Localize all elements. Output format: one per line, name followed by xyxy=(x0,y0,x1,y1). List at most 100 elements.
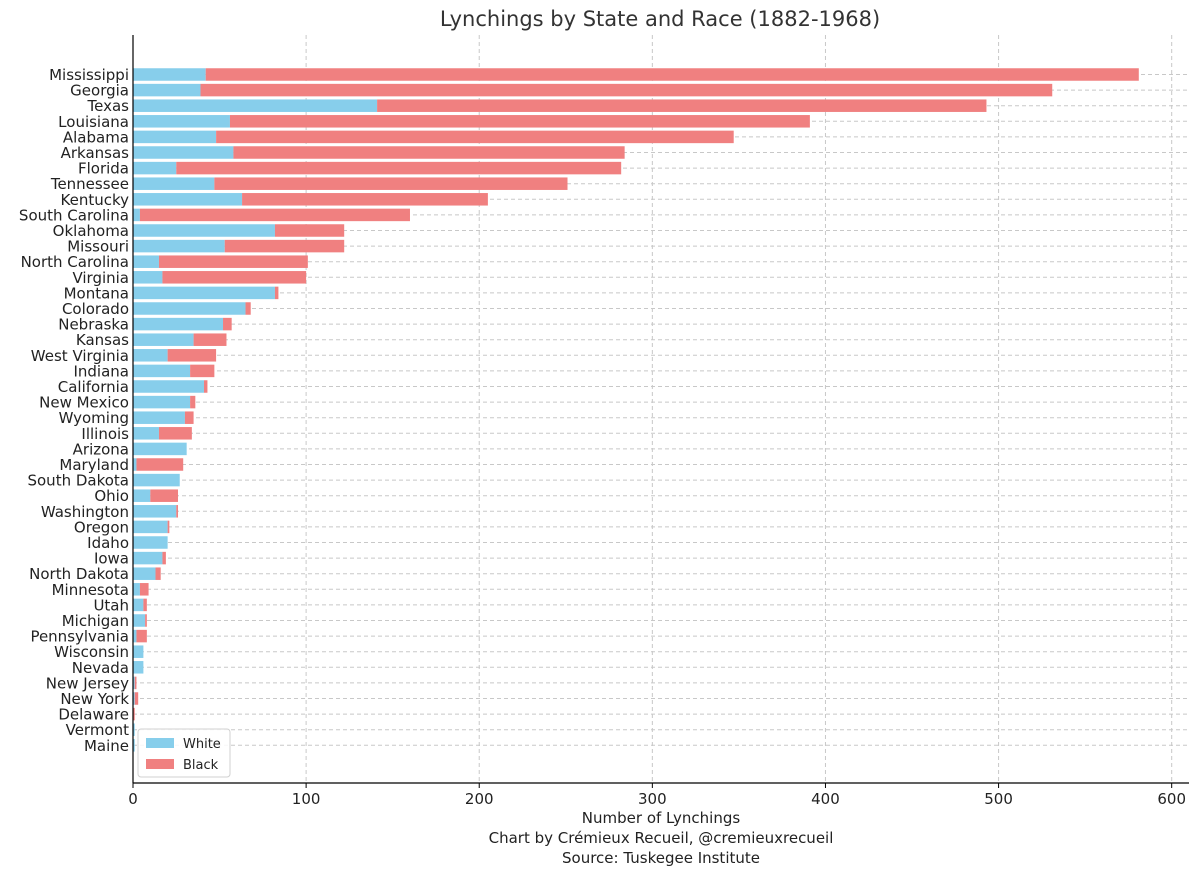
bar-black-ohio: Ohio – Black: 16 xyxy=(150,489,179,502)
bar-black-california: California – Black: 2 xyxy=(203,380,208,393)
category-label-new-mexico: New Mexico xyxy=(39,394,129,412)
bar-black-arkansas: Arkansas – Black: 226 xyxy=(233,146,625,159)
bar-white-south-carolina: South Carolina – White: 4 xyxy=(133,208,140,222)
bar-black-louisiana: Louisiana – Black: 335 xyxy=(229,115,810,128)
category-label-nebraska: Nebraska xyxy=(58,316,129,334)
category-label-new-york: New York xyxy=(60,690,129,708)
bar-black-illinois: Illinois – Black: 19 xyxy=(158,427,192,440)
bar-black-georgia: Georgia – Black: 492 xyxy=(200,83,1053,97)
bar-white-washington: Washington – White: 25 xyxy=(133,505,177,518)
bar-white-florida: Florida – White: 25 xyxy=(133,161,177,175)
bar-black-montana: Montana – Black: 2 xyxy=(274,286,279,300)
bar-white-vermont: Vermont – White: 1 xyxy=(133,723,135,736)
x-tick-label-600: 600 xyxy=(1157,790,1186,808)
bar-white-arkansas: Arkansas – White: 58 xyxy=(133,146,234,159)
bar-white-kansas: Kansas – White: 35 xyxy=(133,333,194,346)
bar-black-north-dakota: North Dakota – Black: 3 xyxy=(155,567,161,580)
bar-white-mississippi: Mississippi – White: 42 xyxy=(133,68,206,81)
bar-white-oregon: Oregon – White: 20 xyxy=(133,520,168,534)
category-label-maryland: Maryland xyxy=(59,456,129,474)
category-label-kansas: Kansas xyxy=(76,331,129,349)
bar-white-new-york: New York – White: 1 xyxy=(133,692,135,705)
category-label-nevada: Nevada xyxy=(72,659,129,677)
legend-swatch-black xyxy=(146,759,174,769)
category-label-vermont: Vermont xyxy=(66,721,130,739)
bar-white-south-dakota: South Dakota – White: 27 xyxy=(133,473,180,487)
bar-black-delaware: Delaware – Black: 1 xyxy=(133,707,135,721)
category-label-pennsylvania: Pennsylvania xyxy=(30,628,129,646)
legend-swatch-white xyxy=(146,738,174,748)
bar-white-illinois: Illinois – White: 15 xyxy=(133,427,159,440)
bar-white-colorado: Colorado – White: 65 xyxy=(133,302,246,315)
bar-white-arizona: Arizona – White: 31 xyxy=(133,442,187,456)
category-label-washington: Washington xyxy=(41,503,129,521)
bar-black-oregon: Oregon – Black: 1 xyxy=(167,520,170,534)
bar-white-virginia: Virginia – White: 17 xyxy=(133,271,163,284)
bar-white-nebraska: Nebraska – White: 52 xyxy=(133,317,224,331)
category-label-maine: Maine xyxy=(84,737,129,755)
category-label-california: California xyxy=(58,378,129,396)
category-label-south-dakota: South Dakota xyxy=(27,472,129,490)
bar-black-florida: Florida – Black: 257 xyxy=(176,161,622,175)
bar-white-oklahoma: Oklahoma – White: 82 xyxy=(133,224,275,237)
category-label-oklahoma: Oklahoma xyxy=(53,222,129,240)
bar-black-indiana: Indiana – Black: 14 xyxy=(190,364,215,378)
x-tick-label-300: 300 xyxy=(638,790,667,808)
category-label-louisiana: Louisiana xyxy=(58,113,129,131)
x-axis-ticks: 0 100 200 300 400 500 600 xyxy=(128,783,1186,808)
category-label-iowa: Iowa xyxy=(94,550,129,568)
category-label-illinois: Illinois xyxy=(81,425,129,443)
x-tick-label-400: 400 xyxy=(811,790,840,808)
bars: Mississippi – White: 42Mississippi – Bla… xyxy=(133,68,1139,752)
category-label-arizona: Arizona xyxy=(73,440,129,458)
bar-white-texas: Texas – White: 141 xyxy=(133,99,378,112)
bar-white-kentucky: Kentucky – White: 63 xyxy=(133,193,243,206)
bar-black-oklahoma: Oklahoma – Black: 40 xyxy=(274,224,345,237)
bar-black-north-carolina: North Carolina – Black: 86 xyxy=(158,255,308,268)
bar-black-virginia: Virginia – Black: 83 xyxy=(162,271,307,284)
category-label-north-dakota: North Dakota xyxy=(29,565,129,583)
category-label-ohio: Ohio xyxy=(94,487,129,505)
bar-white-maryland: Maryland – White: 2 xyxy=(133,458,137,471)
bar-black-west-virginia: West Virginia – Black: 28 xyxy=(167,349,217,362)
category-label-colorado: Colorado xyxy=(62,300,129,318)
category-label-alabama: Alabama xyxy=(63,128,129,146)
category-label-mississippi: Mississippi xyxy=(49,66,129,84)
category-label-indiana: Indiana xyxy=(73,362,129,380)
category-label-wisconsin: Wisconsin xyxy=(54,643,129,661)
category-label-montana: Montana xyxy=(64,284,129,302)
category-label-georgia: Georgia xyxy=(70,82,129,100)
bar-white-tennessee: Tennessee – White: 47 xyxy=(133,177,215,190)
bar-white-california: California – White: 41 xyxy=(133,380,204,393)
bar-white-new-mexico: New Mexico – White: 33 xyxy=(133,395,191,409)
category-label-texas: Texas xyxy=(87,97,130,115)
category-label-florida: Florida xyxy=(78,160,129,178)
bar-white-missouri: Missouri – White: 53 xyxy=(133,239,225,253)
bar-white-idaho: Idaho – White: 20 xyxy=(133,536,168,549)
bar-white-georgia: Georgia – White: 39 xyxy=(133,83,201,97)
category-label-utah: Utah xyxy=(93,596,129,614)
bar-white-montana: Montana – White: 82 xyxy=(133,286,275,300)
x-tick-label-500: 500 xyxy=(984,790,1013,808)
bar-white-wisconsin: Wisconsin – White: 6 xyxy=(133,645,144,658)
legend-label-black: Black xyxy=(183,758,219,773)
chart-title: Lynchings by State and Race (1882-1968) xyxy=(440,7,880,31)
x-axis-label: Number of Lynchings xyxy=(582,809,741,827)
category-label-new-jersey: New Jersey xyxy=(46,674,129,692)
category-label-tennessee: Tennessee xyxy=(50,175,129,193)
category-label-michigan: Michigan xyxy=(62,612,129,630)
bar-white-pennsylvania: Pennsylvania – White: 2 xyxy=(133,629,137,643)
bar-black-kansas: Kansas – Black: 19 xyxy=(193,333,227,346)
bar-black-washington: Washington – Black: 1 xyxy=(176,505,179,518)
bar-black-missouri: Missouri – Black: 69 xyxy=(224,239,345,253)
bar-white-maine: Maine – White: 1 xyxy=(133,739,135,752)
bar-black-utah: Utah – Black: 2 xyxy=(143,598,147,612)
bar-black-new-york: New York – Black: 2 xyxy=(134,692,139,705)
category-label-wyoming: Wyoming xyxy=(59,409,129,427)
x-tick-label-100: 100 xyxy=(292,790,321,808)
bar-black-texas: Texas – Black: 352 xyxy=(377,99,987,112)
bar-white-michigan: Michigan – White: 7 xyxy=(133,614,146,627)
chart-credit: Chart by Crémieux Recueil, @cremieuxrecu… xyxy=(489,829,834,847)
category-label-south-carolina: South Carolina xyxy=(19,206,129,224)
bar-black-wyoming: Wyoming – Black: 5 xyxy=(184,411,194,424)
